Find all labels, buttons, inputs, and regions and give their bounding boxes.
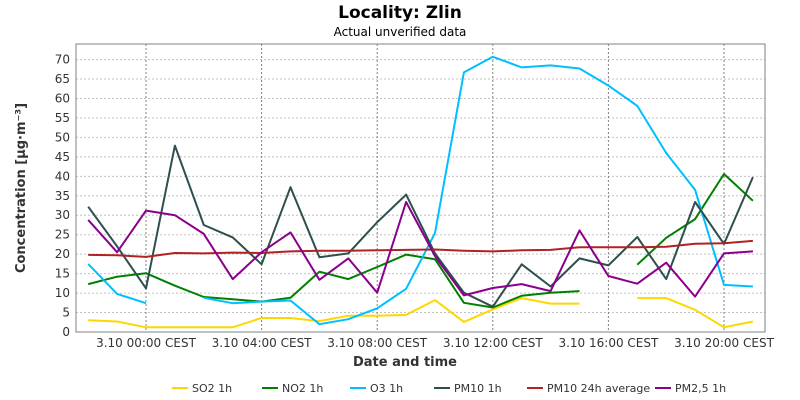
- chart-subtitle: Actual unverified data: [334, 25, 467, 39]
- grid: [76, 44, 765, 332]
- y-tick-label: 60: [55, 91, 70, 105]
- legend-label: O3 1h: [370, 382, 403, 395]
- legend-label: PM10 1h: [454, 382, 502, 395]
- y-axis-label: Concentration [µg·m⁻³]: [14, 103, 29, 273]
- x-tick-label: 3.10 04:00 CEST: [212, 336, 313, 350]
- y-ticks: 0 5 10 15 20 25 30 35 40 45 50 55 60 65 70: [55, 53, 70, 339]
- y-tick-label: 70: [55, 53, 70, 67]
- y-tick-label: 65: [55, 72, 70, 86]
- series-lines: [87, 55, 754, 329]
- x-ticks: 3.10 00:00 CEST 3.10 04:00 CEST 3.10 08:00…: [96, 336, 775, 350]
- x-tick-label: 3.10 08:00 CEST: [327, 336, 428, 350]
- legend-label: NO2 1h: [282, 382, 323, 395]
- y-tick-label: 55: [55, 111, 70, 125]
- y-tick-label: 10: [55, 286, 70, 300]
- series-line-pm10-1h: [87, 144, 754, 308]
- legend-label: SO2 1h: [192, 382, 232, 395]
- series-line-pm2-5-1h: [87, 201, 753, 298]
- y-tick-label: 5: [62, 306, 70, 320]
- legend-label: PM2,5 1h: [675, 382, 726, 395]
- y-tick-label: 35: [55, 189, 70, 203]
- chart-title: Locality: Zlin: [338, 3, 462, 23]
- x-tick-label: 3.10 12:00 CEST: [443, 336, 544, 350]
- y-tick-label: 25: [55, 228, 70, 242]
- legend-label: PM10 24h average: [547, 382, 650, 395]
- x-tick-label: 3.10 20:00 CEST: [674, 336, 775, 350]
- y-tick-label: 20: [55, 247, 70, 261]
- y-tick-label: 30: [55, 208, 70, 222]
- y-tick-label: 45: [55, 150, 70, 164]
- y-tick-label: 50: [55, 130, 70, 144]
- series-line-so2-1h: [88, 297, 754, 329]
- y-tick-label: 15: [55, 267, 70, 281]
- legend: SO2 1h NO2 1h O3 1h PM10 1h PM10 24h average…: [172, 382, 726, 395]
- x-tick-label: 3.10 00:00 CEST: [96, 336, 197, 350]
- y-tick-label: 40: [55, 169, 70, 183]
- plot-frame: [75, 43, 766, 333]
- x-axis-label: Date and time: [353, 355, 457, 370]
- series-line-no2-1h: [87, 173, 754, 309]
- series-line-pm10-24h-average: [88, 239, 753, 258]
- series-line-o3-1h: [87, 55, 753, 326]
- x-tick-label: 3.10 16:00 CEST: [558, 336, 659, 350]
- y-tick-label: 0: [62, 325, 70, 339]
